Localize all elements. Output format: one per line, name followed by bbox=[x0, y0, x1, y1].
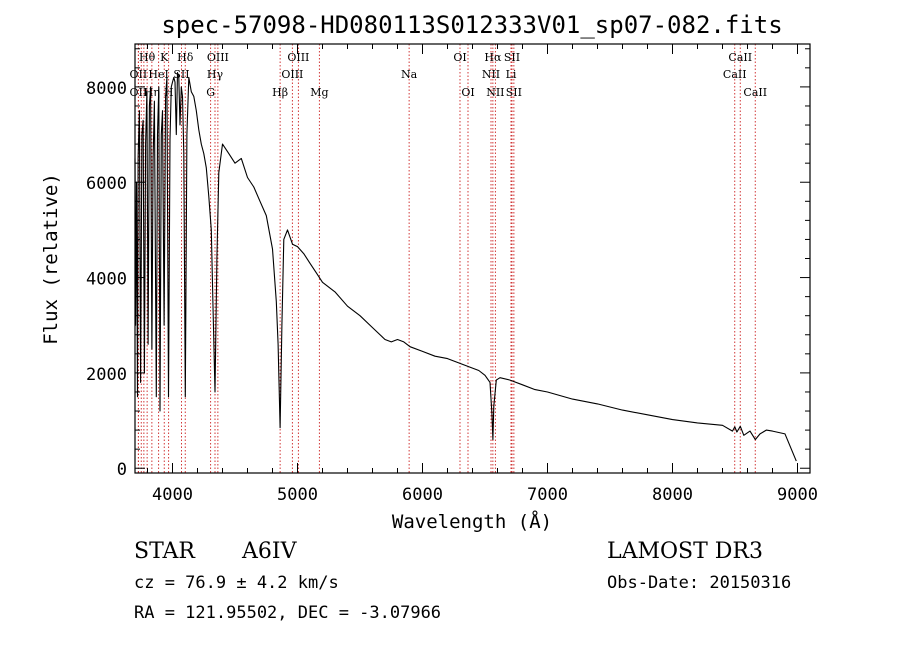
y-tick-label: 8000 bbox=[86, 79, 127, 99]
y-tick-label: 4000 bbox=[86, 270, 127, 290]
x-tick-label: 9000 bbox=[777, 485, 818, 505]
spectrum-series bbox=[134, 72, 797, 462]
x-tick-label: 6000 bbox=[402, 485, 443, 505]
chart-title: spec-57098-HD080113S012333V01_sp07-082.f… bbox=[161, 11, 782, 39]
spectral-line-label: CaII bbox=[728, 51, 752, 64]
redshift-velocity: cz = 76.9 ± 4.2 km/s bbox=[134, 573, 339, 593]
spectral-line-label: OIII bbox=[207, 51, 229, 64]
spectral-line-label: OIII bbox=[287, 51, 309, 64]
spectral-line-label: Hδ bbox=[177, 51, 194, 64]
spectral-line-label: Hγ bbox=[207, 68, 224, 81]
axis-ticks: 4000 5000 6000 7000 8000 9000 0 2000 4000 6000 800… bbox=[86, 44, 818, 505]
spectral-line-label: OI bbox=[453, 51, 466, 64]
spectral-line-label: CaII bbox=[743, 86, 767, 99]
y-tick-label: 0 bbox=[117, 460, 127, 480]
spectral-line-label: SII bbox=[173, 68, 189, 81]
spectral-line-label: HeI bbox=[148, 68, 168, 81]
x-tick-label: 8000 bbox=[652, 485, 693, 505]
spectral-line-label: NII bbox=[482, 68, 500, 81]
plot-frame bbox=[134, 43, 811, 474]
coordinates: RA = 121.95502, DEC = -3.07966 bbox=[134, 603, 442, 623]
spectral-line-label: K bbox=[160, 51, 169, 64]
survey-label: LAMOST DR3 bbox=[607, 539, 763, 564]
y-tick-label: 6000 bbox=[86, 174, 127, 194]
spectral-line-label: H bbox=[164, 86, 174, 99]
spectral-line-markers bbox=[137, 44, 756, 473]
spectral-line-label: OIII bbox=[281, 68, 303, 81]
spectral-line-label: Hα bbox=[484, 51, 502, 64]
x-tick-label: 7000 bbox=[527, 485, 568, 505]
spectral-line-label: SII bbox=[506, 86, 522, 99]
object-class: STAR bbox=[134, 539, 195, 564]
spectral-line-label: OII bbox=[130, 86, 148, 99]
x-tick-label: 4000 bbox=[152, 485, 193, 505]
spectral-line-label: Hη bbox=[144, 86, 160, 99]
object-subclass: A6IV bbox=[242, 539, 297, 564]
x-axis-label: Wavelength (Å) bbox=[392, 510, 552, 533]
spectral-line-label: Li bbox=[506, 68, 517, 81]
spectral-line-label: Hθ bbox=[139, 51, 156, 64]
observation-date: Obs-Date: 20150316 bbox=[607, 573, 792, 593]
x-tick-label: 5000 bbox=[277, 485, 318, 505]
y-axis-label: Flux (relative) bbox=[40, 173, 62, 345]
spectral-line-label: OII bbox=[130, 68, 148, 81]
spectral-line-label: Na bbox=[401, 68, 418, 81]
spectral-line-label: Hβ bbox=[272, 86, 288, 99]
spectrum-line bbox=[134, 72, 797, 462]
spectral-line-label: G bbox=[206, 86, 215, 99]
spectral-line-label: OI bbox=[461, 86, 474, 99]
spectral-line-label: NII bbox=[486, 86, 504, 99]
spectral-line-label: Mg bbox=[310, 86, 328, 99]
spectral-line-label: CaII bbox=[723, 68, 747, 81]
y-tick-label: 2000 bbox=[86, 365, 127, 385]
spectral-line-label: SII bbox=[504, 51, 520, 64]
